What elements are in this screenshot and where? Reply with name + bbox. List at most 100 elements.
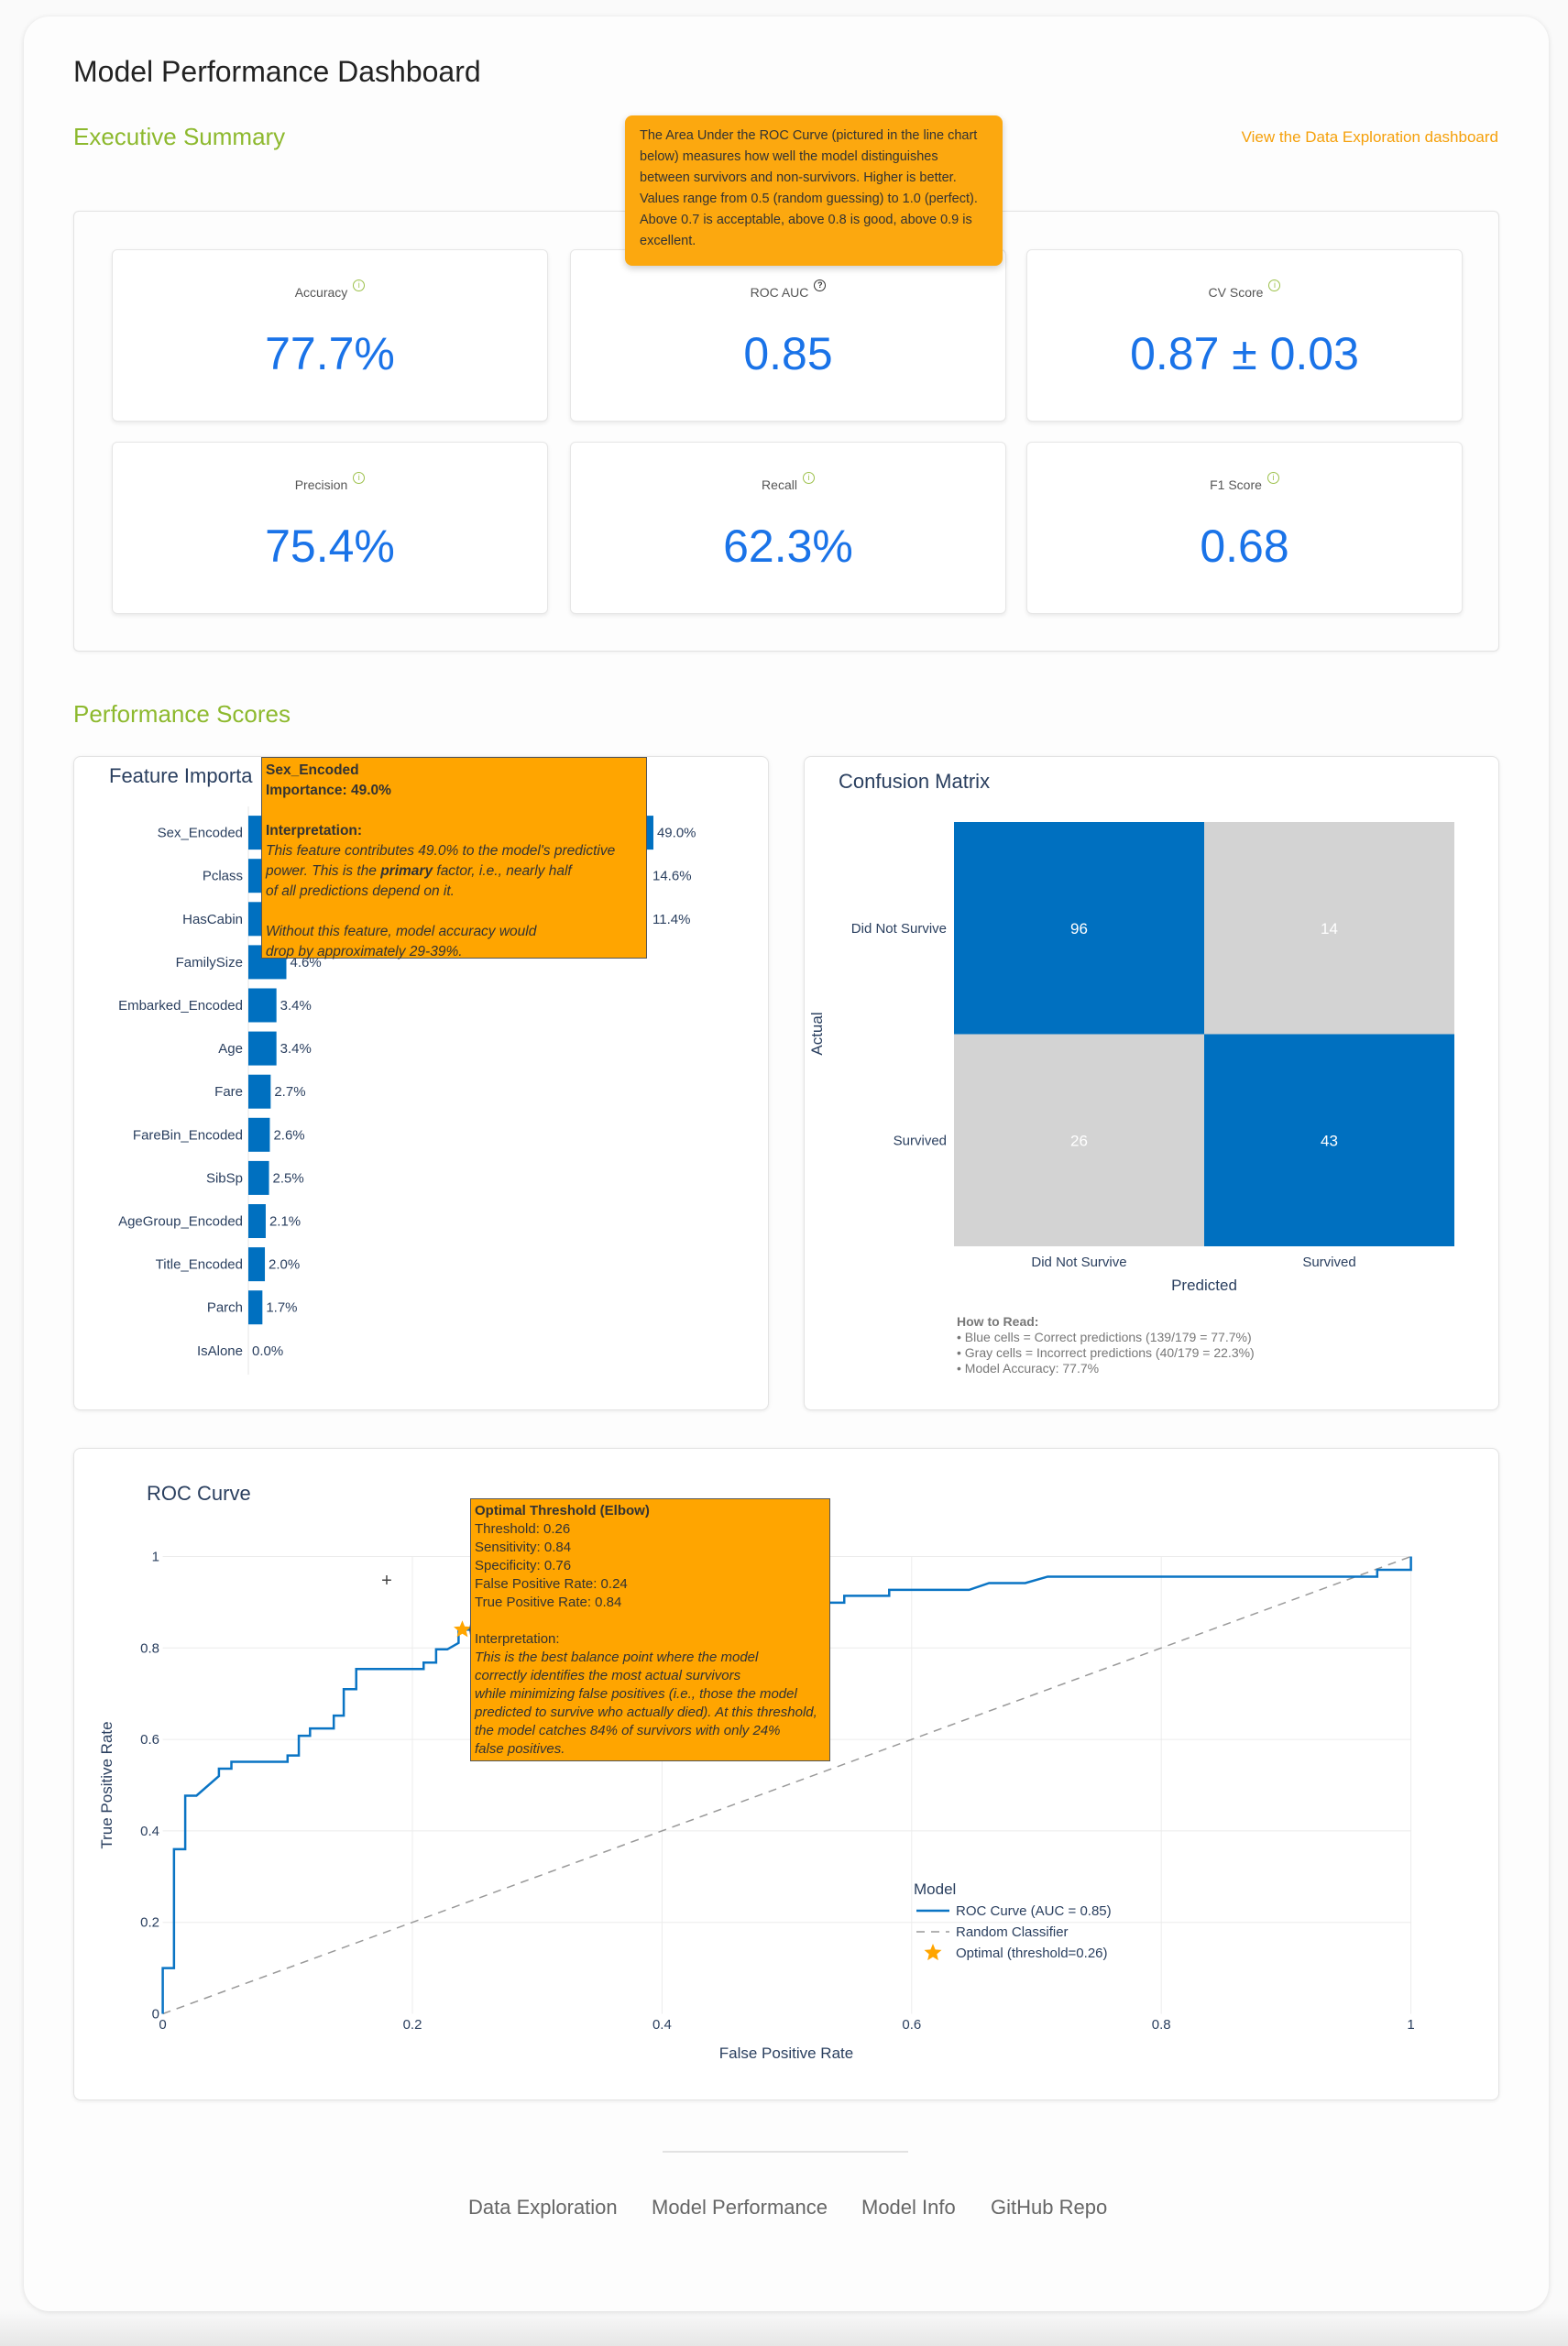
help-icon[interactable]: ? (814, 280, 827, 291)
cell-value: 96 (1070, 920, 1088, 937)
feature-value-label: 2.6% (273, 1127, 304, 1143)
y-axis-title: True Positive Rate (98, 1721, 115, 1848)
tooltip-text: factor, i.e., nearly half (433, 863, 572, 879)
legend-optimal-label: Optimal (threshold=0.26) (956, 1946, 1108, 1961)
y-tick-label: 0 (152, 2007, 159, 2023)
metric-value: 0.85 (743, 328, 833, 379)
matrix-cell (954, 1034, 1204, 1246)
feature-bar (248, 1290, 263, 1325)
tooltip-heading: Interpretation: (475, 1631, 560, 1647)
y-tick-label: 0.6 (140, 1732, 159, 1748)
feature-value-label: 4.6% (290, 955, 321, 970)
metric-label-text: Recall (762, 477, 797, 492)
section-executive-summary: Executive Summary (73, 123, 286, 150)
feature-tooltip: Sex_Encoded Importance: 49.0% Interpreta… (261, 757, 647, 959)
notes-heading: How to Read: (957, 1314, 1039, 1329)
feature-value-label: 1.7% (266, 1300, 297, 1316)
feature-label: Sex_Encoded (158, 826, 243, 841)
metric-value: 62.3% (723, 521, 853, 572)
y-tick-label: 0.4 (140, 1824, 159, 1839)
feature-value-label: 2.0% (269, 1257, 300, 1273)
feature-label: AgeGroup_Encoded (118, 1214, 243, 1230)
tooltip-line: Without this feature, model accuracy wou… (266, 924, 537, 939)
y-tick-label: 1 (152, 1550, 159, 1565)
feature-bar (248, 988, 277, 1023)
metric-label-text: F1 Score (1210, 477, 1262, 492)
tooltip-line: of all predictions depend on it. (266, 883, 455, 899)
y-category-label: Did Not Survive (851, 921, 947, 937)
metric-value: 0.87 ± 0.03 (1130, 328, 1359, 379)
x-axis-title: False Positive Rate (719, 2045, 853, 2062)
feature-label: Parch (207, 1300, 243, 1316)
tooltip-importance: Importance: 49.0% (266, 783, 391, 798)
footer-link-github-repo[interactable]: GitHub Repo (991, 2196, 1108, 2219)
metric-label: ROC AUC? (571, 280, 1005, 300)
confusion-matrix-chart: 96 14 26 43 Did Not Survive Survived Did Not S… (808, 822, 1454, 1294)
roc-curve-title: ROC Curve (147, 1482, 251, 1505)
how-to-read-notes: How to Read: • Blue cells = Correct pred… (957, 1314, 1255, 1376)
random-classifier-line (162, 1555, 1411, 2015)
tooltip-title: Optimal Threshold (Elbow) (475, 1503, 650, 1518)
feature-label: HasCabin (182, 912, 243, 927)
metric-value: 75.4% (265, 521, 395, 572)
page-title: Model Performance Dashboard (73, 55, 481, 88)
metric-label: CV Score i (1027, 280, 1462, 300)
info-icon[interactable]: i (353, 280, 366, 291)
info-icon[interactable]: i (802, 472, 815, 484)
footer-link-data-exploration[interactable]: Data Exploration (468, 2196, 618, 2219)
roc-auc-tooltip: The Area Under the ROC Curve (pictured i… (625, 115, 1003, 266)
tooltip-feature-name: Sex_Encoded (266, 762, 359, 778)
x-tick-label: 1 (1407, 2017, 1414, 2033)
x-tick-label: 0.8 (1152, 2017, 1171, 2033)
tooltip-line: the model catches 84% of survivors with … (475, 1723, 781, 1738)
metric-label-text: Precision (294, 477, 348, 492)
footer-link-model-info[interactable]: Model Info (861, 2196, 956, 2219)
feature-label: Pclass (203, 869, 243, 884)
metric-label: F1 Score i (1027, 472, 1462, 492)
feature-label: Fare (214, 1084, 243, 1100)
info-icon[interactable]: i (1268, 280, 1281, 291)
legend-roc-label: ROC Curve (AUC = 0.85) (956, 1903, 1112, 1919)
footer-divider (663, 2151, 908, 2153)
feature-label: SibSp (206, 1170, 243, 1186)
feature-bar (248, 1031, 277, 1066)
x-tick-label: 0.4 (652, 2017, 672, 2033)
cell-value: 43 (1321, 1132, 1338, 1149)
x-tick-label: 0.2 (403, 2017, 422, 2033)
cell-value: 26 (1070, 1132, 1088, 1149)
metric-label-text: ROC AUC (750, 285, 809, 300)
y-tick-label: 0.8 (140, 1640, 159, 1656)
metric-label-text: Accuracy (294, 285, 348, 300)
tooltip-line: Specificity: 0.76 (475, 1558, 572, 1573)
optimal-threshold-tooltip: Optimal Threshold (Elbow) Threshold: 0.2… (470, 1498, 830, 1761)
info-icon[interactable]: i (1266, 472, 1279, 484)
notes-line: • Model Accuracy: 77.7% (957, 1361, 1100, 1376)
info-icon[interactable]: i (353, 472, 366, 484)
feature-label: Age (218, 1041, 243, 1057)
x-tick-label: 0 (159, 2017, 166, 2033)
matrix-cell (1204, 822, 1454, 1035)
feature-value-label: 3.4% (280, 998, 312, 1014)
metric-label-text: CV Score (1208, 285, 1264, 300)
data-exploration-link[interactable]: View the Data Exploration dashboard (1241, 128, 1498, 146)
x-category-label: Survived (1302, 1255, 1355, 1270)
feature-label: FamilySize (176, 955, 243, 970)
tooltip-line: False Positive Rate: 0.24 (475, 1576, 628, 1592)
feature-bar (248, 1204, 266, 1238)
feature-bar (248, 1074, 271, 1109)
tooltip-line: True Positive Rate: 0.84 (475, 1595, 622, 1610)
tooltip-line: correctly identifies the most actual sur… (475, 1668, 741, 1683)
footer-link-model-performance[interactable]: Model Performance (652, 2196, 828, 2219)
tooltip-line: while minimizing false positives (i.e., … (475, 1686, 797, 1702)
tooltip-emphasis: primary (380, 863, 433, 879)
metric-card-cv-score: CV Score i 0.87 ± 0.03 (1026, 249, 1463, 422)
crosshair-cursor-icon: + (381, 1571, 392, 1591)
y-axis-title: Actual (808, 1012, 826, 1055)
tooltip-line: Sensitivity: 0.84 (475, 1540, 572, 1555)
feature-value-label: 49.0% (657, 826, 696, 841)
tooltip-line: This is the best balance point where the… (475, 1650, 759, 1665)
roc-curve-line (161, 1556, 1412, 2014)
metric-label: Recall i (571, 472, 1005, 492)
feature-label: FareBin_Encoded (133, 1127, 243, 1143)
tooltip-text: power. This is the (266, 863, 381, 879)
